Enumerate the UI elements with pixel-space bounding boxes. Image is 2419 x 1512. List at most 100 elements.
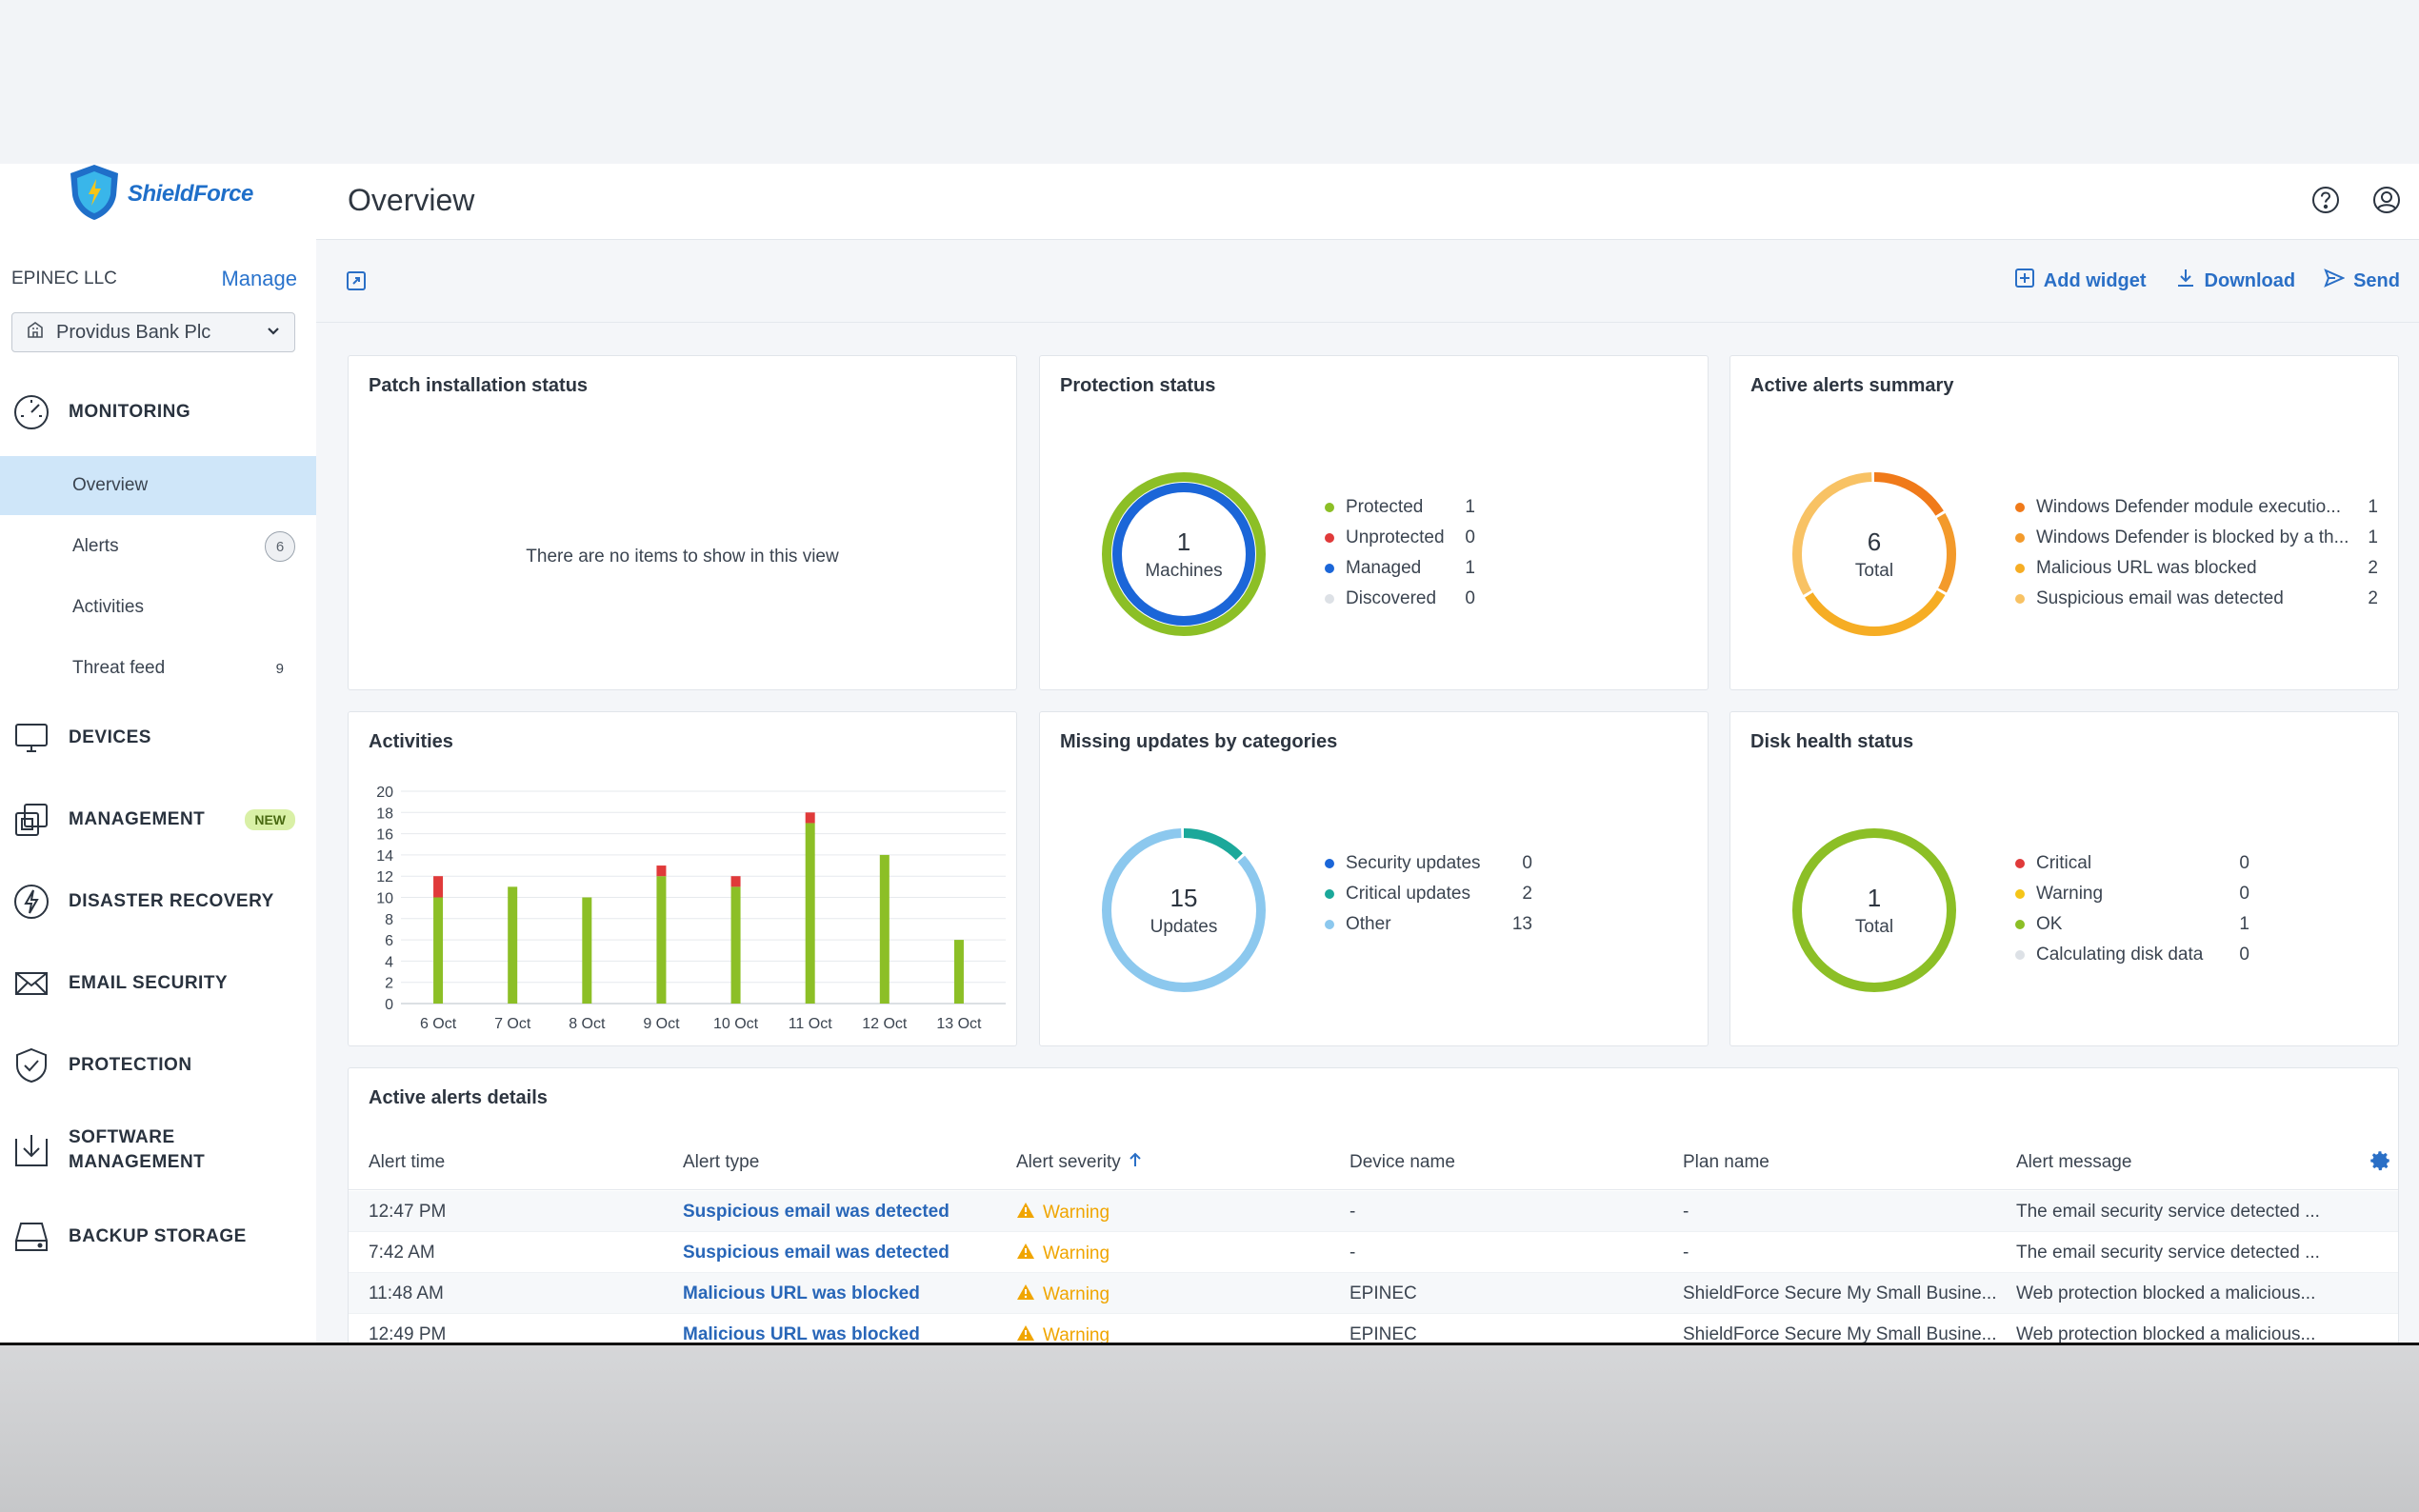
sidebar-item-threat-feed[interactable]: Threat feed 9	[0, 639, 316, 698]
y-tick-label: 2	[385, 976, 393, 992]
user-account-icon[interactable]	[2371, 185, 2402, 220]
alerts-summary-widget: Active alerts summary 6 Total Windows De…	[1729, 355, 2399, 690]
legend-dot	[2015, 564, 2025, 573]
legend-value: 0	[1522, 853, 1532, 873]
download-icon	[2175, 268, 2196, 294]
column-header-alert-message[interactable]: Alert message	[2016, 1152, 2132, 1172]
column-header-alert-severity[interactable]: Alert severity	[1016, 1152, 1142, 1173]
cell-alert-time: 7:42 AM	[369, 1243, 435, 1263]
severity-label: Warning	[1043, 1284, 1110, 1304]
fullscreen-icon[interactable]	[345, 269, 368, 297]
legend-item[interactable]: OK 1	[2015, 909, 2249, 940]
legend-dot	[1325, 594, 1334, 604]
management-icon	[11, 800, 51, 840]
y-tick-label: 18	[376, 806, 393, 822]
legend-value: 0	[2239, 945, 2249, 965]
column-header-alert-time[interactable]: Alert time	[369, 1152, 446, 1172]
bar	[582, 897, 592, 1004]
nav-section-protection[interactable]: PROTECTION	[0, 1045, 316, 1085]
legend-item[interactable]: Suspicious email was detected 2	[2015, 584, 2378, 614]
legend-item[interactable]: Other 13	[1325, 909, 1532, 940]
download-button[interactable]: Download	[2175, 268, 2295, 294]
activities-widget: Activities 0 2 4 6 8 10 12 14 16 18 20 6 Oct 7 Oct 8 …	[348, 711, 1017, 1046]
add-widget-button[interactable]: Add widget	[2014, 268, 2147, 294]
updates-donut[interactable]: 15 Updates	[1098, 825, 1269, 996]
help-icon[interactable]	[2310, 185, 2341, 220]
legend-item[interactable]: Calculating disk data 0	[2015, 940, 2249, 970]
y-tick-label: 20	[376, 785, 393, 801]
legend-item[interactable]: Windows Defender module executio... 1	[2015, 492, 2378, 523]
y-tick-label: 6	[385, 933, 393, 949]
table-row[interactable]: 12:47 PM Suspicious email was detected War…	[349, 1191, 2398, 1232]
settings-gear-icon[interactable]	[2368, 1148, 2392, 1173]
hard-drive-icon	[11, 1217, 51, 1257]
sidebar-item-alerts[interactable]: Alerts 6	[0, 517, 316, 576]
nav-section-software-management[interactable]: SOFTWARE MANAGEMENT	[0, 1125, 316, 1175]
widget-title: Active alerts summary	[1750, 375, 1954, 396]
nav-section-label: DEVICES	[69, 727, 151, 747]
legend-label: Protected	[1346, 497, 1424, 517]
cell-alert-message: The email security service detected ...	[2016, 1243, 2320, 1263]
table-row[interactable]: 7:42 AM Suspicious email was detected Warn…	[349, 1232, 2398, 1273]
nav-section-email-security[interactable]: EMAIL SECURITY	[0, 964, 316, 1004]
table-row[interactable]: 12:49 PM Malicious URL was blocked Warning…	[349, 1314, 2398, 1343]
legend-item[interactable]: Critical updates 2	[1325, 879, 1532, 909]
sidebar-item-overview[interactable]: Overview	[0, 456, 316, 515]
legend-item[interactable]: Critical 0	[2015, 848, 2249, 879]
severity-label: Warning	[1043, 1243, 1110, 1263]
column-header-alert-type[interactable]: Alert type	[683, 1152, 760, 1172]
plus-square-icon	[2014, 268, 2035, 294]
protection-donut[interactable]: 1 Machines	[1098, 468, 1269, 640]
legend-item[interactable]: Discovered 0	[1325, 584, 1475, 614]
cell-alert-time: 12:47 PM	[369, 1202, 447, 1222]
column-header-device-name[interactable]: Device name	[1349, 1152, 1455, 1172]
legend-item[interactable]: Malicious URL was blocked 2	[2015, 553, 2378, 584]
brand-logo[interactable]: ShieldForce	[67, 164, 253, 225]
software-download-icon	[11, 1130, 51, 1170]
legend-item[interactable]: Unprotected 0	[1325, 523, 1475, 553]
legend-item[interactable]: Warning 0	[2015, 879, 2249, 909]
nav-section-backup-storage[interactable]: BACKUP STORAGE	[0, 1217, 316, 1257]
legend-item[interactable]: Protected 1	[1325, 492, 1475, 523]
legend-dot	[1325, 920, 1334, 929]
nav-section-label: PROTECTION	[69, 1055, 192, 1075]
x-tick-label: 6 Oct	[420, 1016, 457, 1032]
disk-donut[interactable]: 1 Total	[1789, 825, 1960, 996]
legend-dot	[1325, 533, 1334, 543]
nav-section-disaster-recovery[interactable]: DISASTER RECOVERY	[0, 882, 316, 922]
nav-section-devices[interactable]: DEVICES	[0, 718, 316, 758]
nav-section-label: BACKUP STORAGE	[69, 1226, 247, 1246]
legend-item[interactable]: Security updates 0	[1325, 848, 1532, 879]
sidebar-item-activities[interactable]: Activities	[0, 578, 316, 637]
tenant-selector[interactable]: Providus Bank Plc	[11, 312, 295, 352]
table-row[interactable]: 11:48 AM Malicious URL was blocked Warning…	[349, 1273, 2398, 1314]
send-button[interactable]: Send	[2324, 268, 2400, 294]
widget-title: Disk health status	[1750, 731, 1914, 752]
table-header: Alert time Alert type Alert severity Dev…	[349, 1135, 2398, 1190]
legend-value: 1	[2368, 527, 2378, 547]
x-tick-label: 12 Oct	[862, 1016, 908, 1032]
screen-bottom-margin	[0, 1343, 2419, 1512]
cell-alert-type[interactable]: Suspicious email was detected	[683, 1202, 950, 1222]
cell-alert-type[interactable]: Malicious URL was blocked	[683, 1283, 920, 1303]
manage-link[interactable]: Manage	[221, 267, 297, 290]
widget-title: Activities	[369, 731, 453, 752]
legend-label: Suspicious email was detected	[2036, 588, 2284, 608]
legend-item[interactable]: Managed 1	[1325, 553, 1475, 584]
alerts-count-badge: 6	[265, 531, 295, 562]
empty-state-message: There are no items to show in this view	[526, 547, 839, 567]
alerts-donut[interactable]: 6 Total	[1789, 468, 1960, 640]
bar	[656, 876, 667, 1004]
nav-section-monitoring[interactable]: MONITORING	[0, 392, 316, 432]
updates-legend: Security updates 0 Critical updates 2 Othe…	[1325, 848, 1532, 940]
cell-device-name: -	[1349, 1243, 1356, 1263]
column-header-plan-name[interactable]: Plan name	[1683, 1152, 1769, 1172]
nav-section-management[interactable]: MANAGEMENT NEW	[0, 800, 316, 840]
cell-alert-type[interactable]: Malicious URL was blocked	[683, 1324, 920, 1343]
legend-dot	[1325, 859, 1334, 868]
legend-item[interactable]: Windows Defender is blocked by a th... 1	[2015, 523, 2378, 553]
activities-bar-chart[interactable]: 0 2 4 6 8 10 12 14 16 18 20 6 Oct 7 Oct 8 Oct 9 Oct 10 …	[349, 769, 1018, 1041]
cell-alert-type[interactable]: Suspicious email was detected	[683, 1243, 950, 1263]
legend-value: 2	[2368, 558, 2378, 578]
donut-total: 15	[1170, 883, 1198, 912]
